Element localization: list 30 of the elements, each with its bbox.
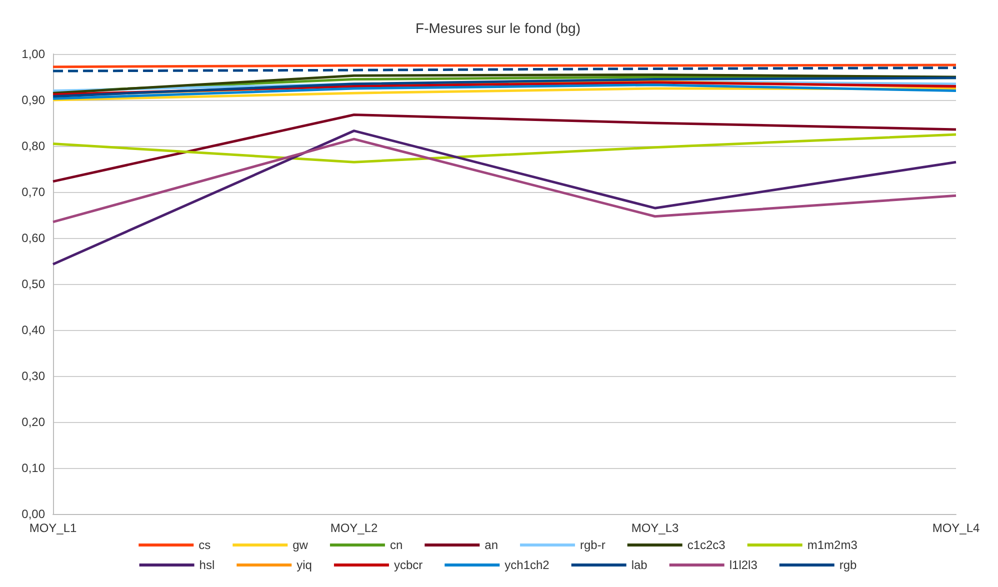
legend-label: lab [631,558,648,572]
legend-label: cs [198,538,211,552]
y-tick-label: 0,90 [22,93,46,107]
y-tick-label: 0,60 [22,231,46,245]
legend-label: ycbcr [394,558,423,572]
x-tick-label: MOY_L3 [631,521,679,535]
x-tick-label: MOY_L1 [29,521,77,535]
chart-title: F-Mesures sur le fond (bg) [416,20,580,36]
legend-label: gw [292,538,308,552]
y-tick-label: 0,80 [22,139,46,153]
y-tick-label: 0,70 [22,185,46,199]
y-tick-label: 0,50 [22,277,46,291]
legend-label: yiq [296,558,312,572]
y-tick-label: 0,20 [22,415,46,429]
y-tick-label: 0,10 [22,461,46,475]
legend-label: m1m2m3 [807,538,858,552]
legend-label: rgb-r [580,538,606,552]
y-tick-label: 0,00 [22,507,46,521]
legend-label: ych1ch2 [504,558,550,572]
legend-label: cn [390,538,403,552]
legend-label: c1c2c3 [687,538,726,552]
legend-label: rgb [839,558,858,572]
legend-label: l1l2l3 [729,558,758,572]
legend-label: hsl [199,558,215,572]
y-tick-label: 0,40 [22,323,46,337]
y-tick-label: 1,00 [22,47,46,61]
y-tick-label: 0,30 [22,369,46,383]
x-tick-label: MOY_L4 [932,521,980,535]
x-tick-label: MOY_L2 [330,521,378,535]
legend-label: an [484,538,498,552]
